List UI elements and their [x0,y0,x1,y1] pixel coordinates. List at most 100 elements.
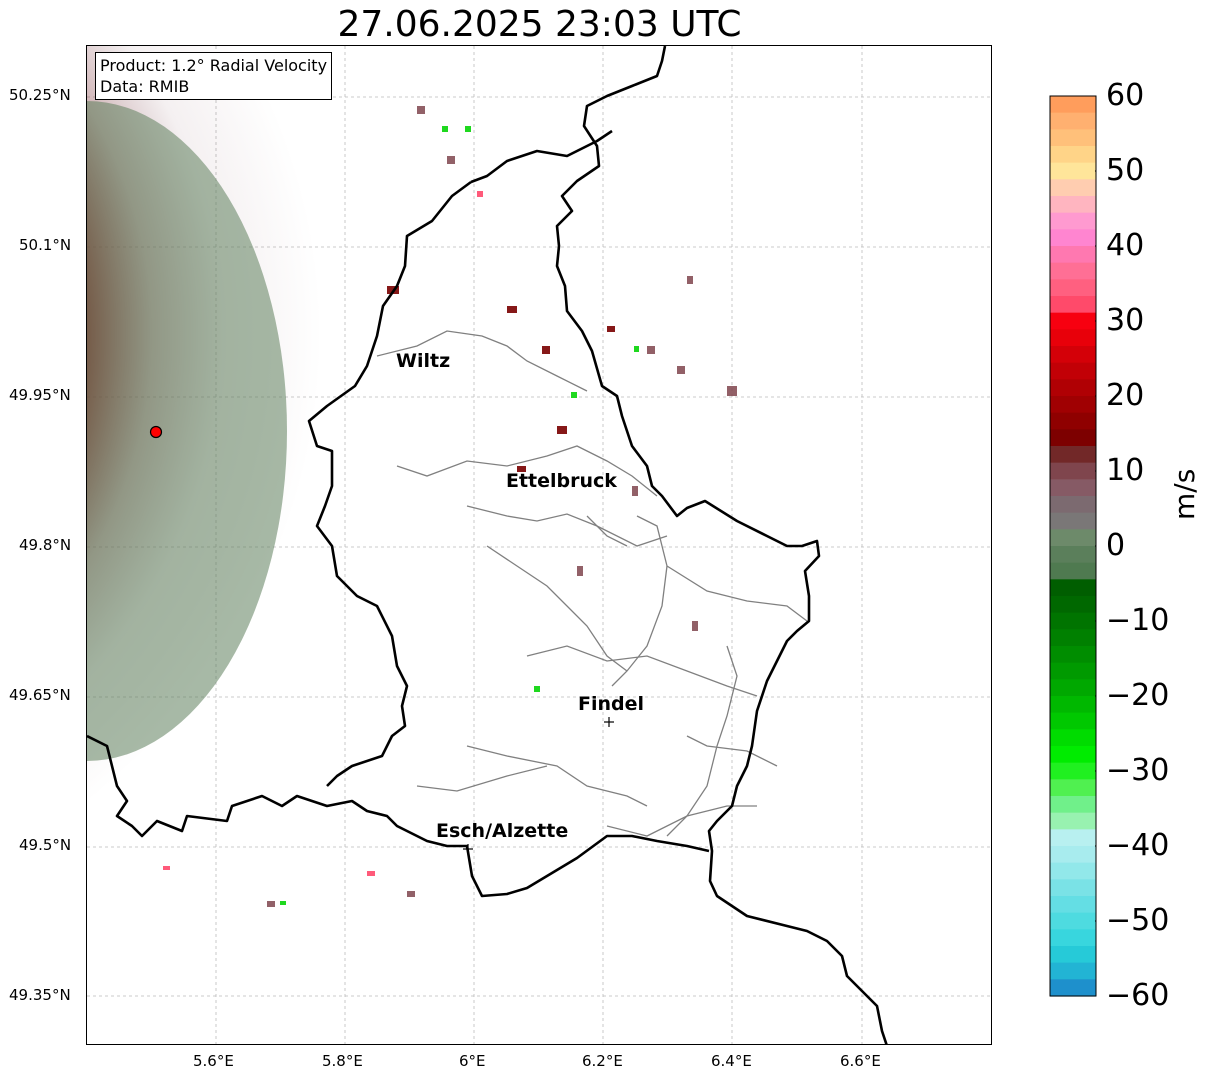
colorbar-segment [1050,379,1096,397]
x-tick-label: 5.8°E [322,1052,363,1070]
colorbar-segment [1050,679,1096,697]
colorbar-segment [1050,962,1096,980]
country-border [470,129,613,184]
product-info-box: Product: 1.2° Radial Velocity Data: RMIB [95,52,333,100]
colorbar-tick-label: 10 [1106,453,1145,488]
radar-echo-field [87,46,737,907]
colorbar-unit-label: m/s [1168,468,1201,520]
colorbar-segment [1050,396,1096,414]
y-tick-label: 50.1°N [19,236,72,254]
x-tick-label: 6.4°E [711,1052,752,1070]
city-label-findel: Findel [578,693,645,715]
product-label: Product: 1.2° Radial Velocity [100,56,328,75]
colorbar-segment [1050,546,1096,564]
country-border [87,734,710,898]
country-border [555,46,888,1044]
colorbar-segment [1050,329,1096,347]
x-tick-label: 5.6°E [193,1052,234,1070]
colorbar-segment [1050,129,1096,147]
colorbar-segment [1050,462,1096,480]
colorbar [1049,95,1097,997]
map-title: 27.06.2025 23:03 UTC [337,4,742,45]
colorbar-tick-label: 40 [1106,228,1145,263]
colorbar-tick-label: −50 [1106,903,1170,938]
colorbar-segment [1050,929,1096,947]
city-label-ettelbruck: Ettelbruck [506,470,617,492]
y-tick-label: 49.65°N [9,686,71,704]
x-tick-label: 6.2°E [582,1052,623,1070]
colorbar-segment [1050,412,1096,430]
colorbar-segment [1050,746,1096,764]
y-tick-label: 49.95°N [9,386,71,404]
colorbar-segment [1050,179,1096,197]
colorbar-segment [1050,829,1096,847]
colorbar-segment [1050,712,1096,730]
colorbar-segment [1050,579,1096,597]
country-border [307,180,472,787]
colorbar-segment [1050,262,1096,280]
colorbar-segment [1050,779,1096,797]
colorbar-tick-label: −40 [1106,828,1170,863]
colorbar-segment [1050,912,1096,930]
colorbar-segment [1050,946,1096,964]
colorbar-tick-label: 20 [1106,378,1145,413]
colorbar-segment [1050,162,1096,180]
colorbar-tick-label: −20 [1106,678,1170,713]
colorbar-tick-label: −30 [1106,753,1170,788]
colorbar-tick-label: 60 [1106,78,1145,113]
radar-map [87,46,991,1044]
colorbar-segment [1050,596,1096,614]
colorbar-segment [1050,196,1096,214]
city-label-wiltz: Wiltz [396,350,451,372]
city-label-esch-alzette: Esch/Alzette [436,820,569,842]
colorbar-segment [1050,96,1096,114]
colorbar-segment [1050,696,1096,714]
y-tick-label: 49.8°N [19,536,72,554]
colorbar-segment [1050,362,1096,380]
colorbar-segment [1050,296,1096,314]
colorbar-segment [1050,796,1096,814]
colorbar-segment [1050,862,1096,880]
colorbar-segment [1050,979,1096,997]
colorbar-segment [1050,729,1096,747]
colorbar-tick-label: 30 [1106,303,1145,338]
colorbar-segment [1050,529,1096,547]
colorbar-segment [1050,346,1096,364]
y-tick-label: 49.35°N [9,986,71,1004]
colorbar-segment [1050,896,1096,914]
colorbar-segment [1050,662,1096,680]
colorbar-segment [1050,146,1096,164]
colorbar-segment [1050,762,1096,780]
colorbar-segment [1050,229,1096,247]
y-tick-label: 49.5°N [19,836,72,854]
colorbar-segment [1050,646,1096,664]
colorbar-segment [1050,429,1096,447]
colorbar-tick-label: −60 [1106,978,1170,1013]
colorbar-segment [1050,246,1096,264]
colorbar-segment [1050,879,1096,897]
colorbar-segment [1050,112,1096,130]
colorbar-segment [1050,496,1096,514]
colorbar-segment [1050,446,1096,464]
colorbar-segment [1050,846,1096,864]
colorbar-tick-label: −10 [1106,603,1170,638]
colorbar-tick-label: 50 [1106,153,1145,188]
colorbar-segment [1050,512,1096,530]
city-markers [463,717,614,854]
x-tick-label: 6.6°E [840,1052,881,1070]
map-area[interactable] [86,45,992,1045]
data-source-label: Data: RMIB [100,77,190,96]
colorbar-segment [1050,212,1096,230]
colorbar-segment [1050,562,1096,580]
colorbar-segment [1050,279,1096,297]
colorbar-segment [1050,629,1096,647]
x-tick-label: 6°E [459,1052,486,1070]
colorbar-segment [1050,312,1096,330]
colorbar-segment [1050,479,1096,497]
colorbar-segment [1050,612,1096,630]
canton-boundaries [376,330,808,837]
y-tick-label: 50.25°N [9,86,71,104]
radar-site-marker [149,425,163,439]
colorbar-tick-label: 0 [1106,528,1126,563]
colorbar-segment [1050,812,1096,830]
